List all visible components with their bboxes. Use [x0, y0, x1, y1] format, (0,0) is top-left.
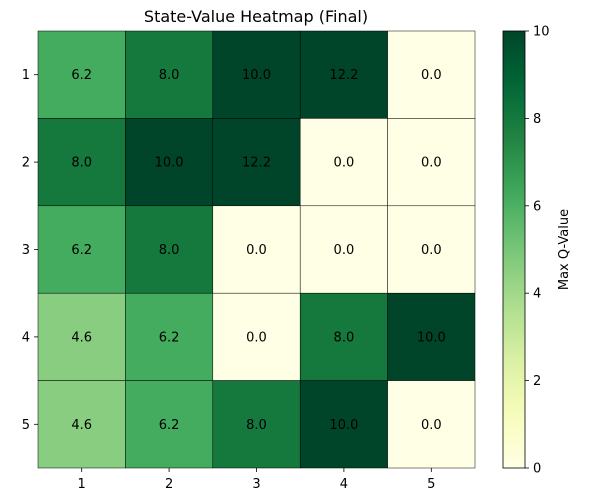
heatmap-cell: [387, 380, 476, 469]
cell-value-label: 6.2: [71, 243, 92, 258]
cell-value-label: 0.0: [421, 156, 442, 171]
heatmap-cell: [387, 205, 476, 294]
cell-value-labels: 6.2 8.0 10.0 12.2 0.0 8.0 10.0 12.2 0.0 0.0 6.2 8.0…: [71, 68, 445, 433]
cell-value-label: 0.0: [246, 243, 267, 258]
cell-value-label: 8.0: [159, 243, 180, 258]
cell-value-label: 0.0: [246, 330, 267, 345]
cell-value-label: 10.0: [242, 68, 271, 83]
y-tick-label: 5: [22, 418, 30, 433]
heatmap-cell: [299, 30, 388, 119]
cell-value-label: 10.0: [155, 156, 184, 171]
y-tick-label: 4: [22, 330, 30, 345]
cell-value-label: 6.2: [159, 330, 180, 345]
heatmap-cell: [125, 205, 214, 294]
heatmap-cell: [299, 205, 388, 294]
cell-value-label: 8.0: [246, 418, 267, 433]
y-tick-label: 2: [22, 156, 30, 171]
colorbar-tick-label: 4: [533, 287, 541, 302]
cell-value-label: 10.0: [417, 330, 446, 345]
y-tick-label: 3: [22, 243, 30, 258]
cell-value-label: 6.2: [71, 68, 92, 83]
heatmap-cell: [212, 30, 301, 119]
cell-value-label: 12.2: [242, 156, 271, 171]
colorbar-tick-label: 10: [533, 25, 550, 40]
heatmap-cell: [125, 118, 214, 207]
cell-value-label: 8.0: [159, 68, 180, 83]
heatmap-cell: [125, 380, 214, 469]
x-tick-label: 3: [252, 477, 260, 492]
x-tick-label: 1: [78, 477, 86, 492]
heatmap-cell: [37, 30, 126, 119]
heatmap-cell: [299, 292, 388, 381]
cell-value-label: 4.6: [71, 330, 92, 345]
cell-value-label: 6.2: [159, 418, 180, 433]
heatmap-cell: [387, 292, 476, 381]
cell-value-label: 0.0: [334, 243, 355, 258]
heatmap-cell: [212, 205, 301, 294]
heatmap-cell: [212, 292, 301, 381]
heatmap-cell: [37, 380, 126, 469]
heatmap-cell: [212, 380, 301, 469]
cell-value-label: 12.2: [329, 68, 358, 83]
heatmap-cell: [125, 30, 214, 119]
colorbar-tick-label: 6: [533, 199, 541, 214]
colorbar-tick-label: 8: [533, 112, 541, 127]
x-tick-label: 2: [165, 477, 173, 492]
chart-title: State-Value Heatmap (Final): [144, 7, 368, 26]
colorbar: 0 2 4 6 8 10: [502, 25, 550, 477]
colorbar-tick-label: 0: [533, 462, 541, 477]
x-tick-label: 5: [427, 477, 435, 492]
colorbar-tick-label: 2: [533, 374, 541, 389]
heatmap-cell: [125, 292, 214, 381]
y-tick-label: 1: [22, 68, 30, 83]
heatmap-cell: [387, 30, 476, 119]
heatmap-cell: [212, 118, 301, 207]
cell-value-label: 8.0: [334, 330, 355, 345]
heatmap-cells: [37, 30, 476, 469]
colorbar-gradient: [502, 30, 526, 469]
cell-value-label: 10.0: [329, 418, 358, 433]
heatmap-cell: [387, 118, 476, 207]
cell-value-label: 0.0: [334, 156, 355, 171]
cell-value-label: 8.0: [71, 156, 92, 171]
cell-value-label: 0.0: [421, 68, 442, 83]
cell-value-label: 4.6: [71, 418, 92, 433]
cell-value-label: 0.0: [421, 243, 442, 258]
cell-value-label: 0.0: [421, 418, 442, 433]
x-tick-label: 4: [340, 477, 348, 492]
heatmap-cell: [37, 118, 126, 207]
x-axis-ticks: 1 2 3 4 5: [78, 468, 435, 492]
colorbar-label: Max Q-Value: [557, 209, 572, 290]
y-axis-ticks: 1 2 3 4 5: [22, 68, 38, 433]
